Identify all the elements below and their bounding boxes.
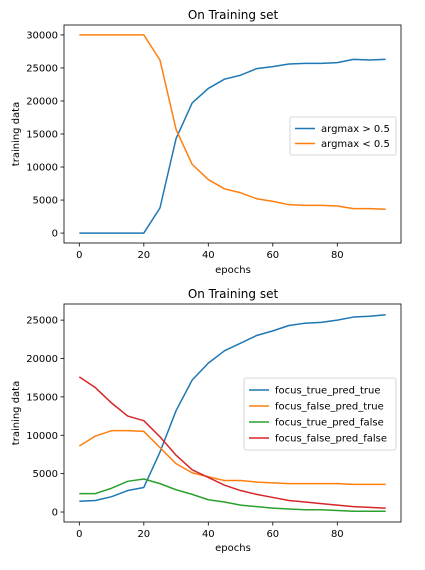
chart-2-plot-frame bbox=[63, 303, 402, 523]
chart-1-series-line-2 bbox=[79, 34, 386, 211]
chart-1-ylabel: training data bbox=[11, 102, 22, 166]
chart-2-legend: focus_true_pred_true focus_false_pred_tru… bbox=[243, 377, 397, 451]
chart-2-title: On Training set bbox=[188, 287, 279, 301]
chart-1-x-tick-label-5: 80 bbox=[331, 250, 344, 261]
chart-2-x-tick-label-5: 80 bbox=[331, 529, 344, 540]
chart-2-x-tick-label-4: 60 bbox=[266, 529, 279, 540]
chart-2-legend-label-4: focus_false_pred_false bbox=[275, 434, 387, 445]
chart-2-y-tick-label-4: 15000 bbox=[26, 392, 58, 403]
chart-2-x-tick-label-3: 40 bbox=[202, 529, 215, 540]
chart-1-series-line-1 bbox=[79, 58, 386, 234]
chart-1-y-tick-label-6: 25000 bbox=[26, 63, 58, 74]
chart-2-x-tick-label-2: 20 bbox=[137, 529, 150, 540]
chart-2-legend-label-1: focus_true_pred_true bbox=[275, 386, 380, 397]
chart-2-y-tick-label-6: 25000 bbox=[26, 316, 58, 327]
chart-1-y-tick-label-3: 10000 bbox=[26, 163, 58, 174]
chart-2-y-tick-label-2: 5000 bbox=[33, 469, 58, 480]
chart-2-xlabel: epochs bbox=[215, 543, 251, 554]
chart-1-y-tick-label-2: 5000 bbox=[33, 196, 58, 207]
chart-2-series-line-3 bbox=[79, 478, 386, 512]
chart-2-x-tick-label-1: 0 bbox=[76, 529, 82, 540]
chart-1-y-tick-label-4: 15000 bbox=[26, 130, 58, 141]
chart-1-title: On Training set bbox=[188, 8, 279, 22]
chart-1-x-tick-label-1: 0 bbox=[76, 250, 82, 261]
chart-2-legend-box bbox=[243, 377, 397, 451]
chart-1: On Training set epochs training data 0 20… bbox=[11, 8, 402, 276]
chart-1-y-tick-label-1: 0 bbox=[52, 229, 58, 240]
chart-1-y-tick-label-5: 20000 bbox=[26, 96, 58, 107]
chart-1-y-tick-label-7: 30000 bbox=[26, 30, 58, 41]
chart-1-legend-label-2: argmax < 0.5 bbox=[321, 139, 390, 150]
chart-1-xlabel: epochs bbox=[215, 265, 251, 276]
chart-2-series-line-4 bbox=[78, 376, 386, 509]
chart-2-y-tick-label-3: 10000 bbox=[26, 431, 58, 442]
chart-1-x-tick-label-4: 60 bbox=[266, 250, 279, 261]
chart-2-legend-label-2: focus_false_pred_true bbox=[275, 402, 384, 413]
chart-1-x-tick-label-2: 20 bbox=[137, 250, 150, 261]
chart-2-y-tick-label-5: 20000 bbox=[26, 354, 58, 365]
chart-2-ylabel: training data bbox=[11, 381, 22, 445]
chart-2-legend-label-3: focus_true_pred_false bbox=[275, 418, 384, 429]
chart-2-y-tick-label-1: 0 bbox=[52, 508, 58, 519]
chart-1-legend: argmax > 0.5 argmax < 0.5 bbox=[289, 116, 397, 156]
chart-1-legend-label-1: argmax > 0.5 bbox=[321, 124, 390, 135]
chart-2-series-line-2 bbox=[78, 429, 386, 486]
chart-1-legend-box bbox=[289, 116, 397, 156]
chart-2-series-line-1 bbox=[79, 314, 386, 503]
chart-1-x-tick-label-3: 40 bbox=[202, 250, 215, 261]
chart-2: On Training set epochs training data 0 20… bbox=[11, 287, 402, 554]
